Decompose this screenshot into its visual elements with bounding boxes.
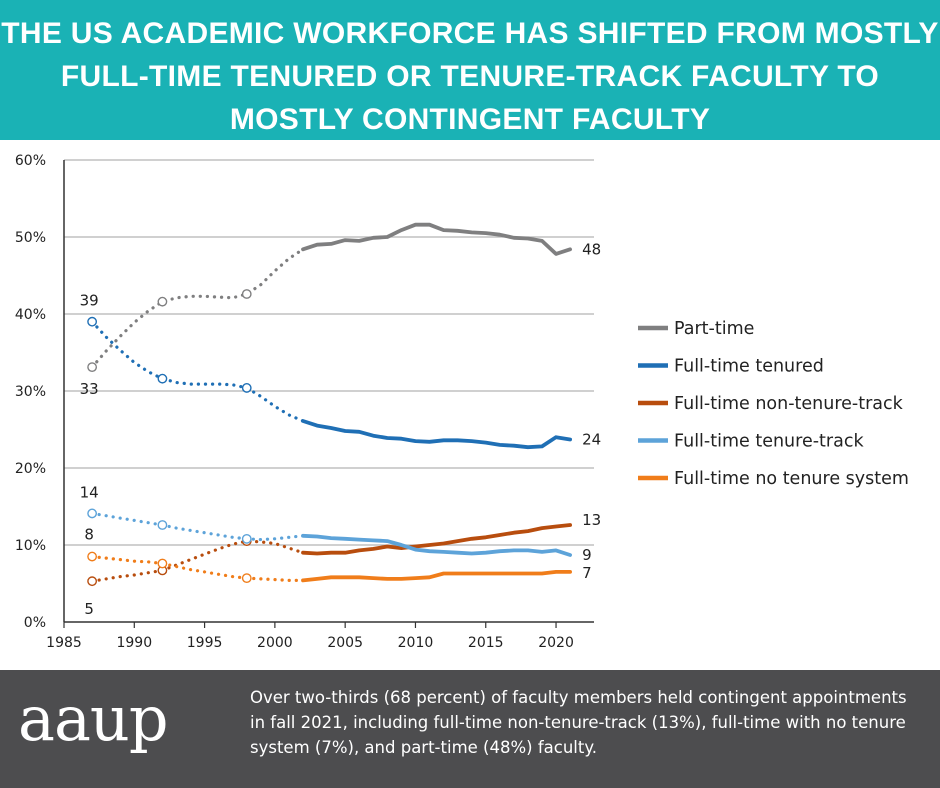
full-time-no-tenure-system-start-label: 8 <box>84 526 94 544</box>
x-tick-label: 1990 <box>116 635 152 651</box>
part-time-start-label: 33 <box>80 380 99 398</box>
y-tick-label: 50% <box>15 230 46 246</box>
full-time-tenured-point <box>157 373 168 384</box>
footer: aaup Over two-thirds (68 percent) of fac… <box>0 670 940 788</box>
full-time-no-tenure-system-dotted-line <box>90 555 305 582</box>
x-tick-label: 1985 <box>46 635 82 651</box>
part-time-point <box>87 362 98 373</box>
full-time-no-tenure-system-point <box>87 551 98 562</box>
full-time-tenure-track-line <box>301 533 572 557</box>
full-time-tenured-end-label: 24 <box>582 431 601 449</box>
part-time-line <box>301 222 572 256</box>
full-time-tenure-track-dotted-line <box>90 511 305 542</box>
part-time-end-label: 48 <box>582 240 601 258</box>
full-time-non-tenure-track-start-label: 5 <box>84 600 94 618</box>
part-time-dotted-line <box>90 247 305 369</box>
part-time-point <box>241 289 252 299</box>
full-time-tenure-track-point <box>87 508 98 519</box>
y-tick-label: 30% <box>15 384 46 400</box>
full-time-no-tenure-system-point <box>241 573 252 584</box>
header-banner: THE US ACADEMIC WORKFORCE HAS SHIFTED FR… <box>0 0 940 140</box>
y-tick-label: 20% <box>15 461 46 477</box>
aaup-logo: aaup <box>18 682 169 755</box>
full-time-tenure-track-end-label: 9 <box>582 546 592 564</box>
full-time-non-tenure-track-dotted-line <box>90 539 305 583</box>
page-title: THE US ACADEMIC WORKFORCE HAS SHIFTED FR… <box>1 17 939 136</box>
full-time-tenure-track-legend-label: Full-time tenure-track <box>674 432 864 452</box>
full-time-no-tenure-system-point <box>157 558 168 569</box>
part-time-legend-label: Part-time <box>674 319 754 339</box>
x-tick-label: 2000 <box>257 635 293 651</box>
full-time-tenured-legend-label: Full-time tenured <box>674 357 824 377</box>
full-time-non-tenure-track-point <box>87 576 98 587</box>
full-time-non-tenure-track-legend-label: Full-time non-tenure-track <box>674 394 904 414</box>
x-tick-label: 2020 <box>538 635 574 651</box>
full-time-tenure-track-start-label: 14 <box>80 483 99 501</box>
full-time-tenure-track-point <box>157 520 168 530</box>
y-tick-label: 0% <box>24 615 46 631</box>
x-tick-label: 1995 <box>187 635 223 651</box>
footer-caption: Over two-thirds (68 percent) of faculty … <box>250 688 907 757</box>
full-time-no-tenure-system-line <box>301 569 572 583</box>
x-tick-label: 2015 <box>468 635 504 651</box>
chart-area: 0% 10% 20% 30% 40% 50% 60% 1985 1990 1995 2000 2005… <box>0 140 940 670</box>
y-tick-label: 40% <box>15 307 46 323</box>
part-time-point <box>157 296 168 307</box>
x-tick-label: 2010 <box>398 635 434 651</box>
x-tick-label: 2005 <box>327 635 363 651</box>
y-tick-label: 60% <box>15 153 46 169</box>
full-time-non-tenure-track-line <box>301 523 572 556</box>
full-time-tenured-point <box>87 316 98 327</box>
full-time-no-tenure-system-end-label: 7 <box>582 564 592 582</box>
full-time-no-tenure-system-legend-label: Full-time no tenure system <box>674 469 909 489</box>
full-time-tenure-track-point <box>241 533 252 544</box>
full-time-tenured-dotted-line <box>90 320 305 423</box>
full-time-tenured-start-label: 39 <box>80 292 99 310</box>
full-time-tenured-point <box>241 383 252 393</box>
line-chart: 0% 10% 20% 30% 40% 50% 60% 1985 1990 1995 2000 2005… <box>15 153 909 651</box>
y-tick-label: 10% <box>15 538 46 554</box>
full-time-non-tenure-track-end-label: 13 <box>582 511 601 529</box>
full-time-tenured-line <box>301 419 572 450</box>
